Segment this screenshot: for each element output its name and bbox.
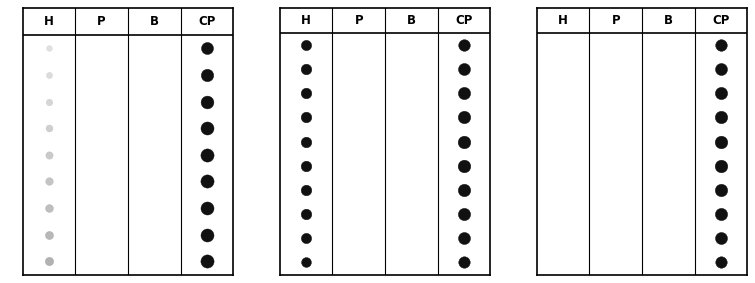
Point bbox=[458, 42, 470, 47]
Text: B: B bbox=[407, 14, 416, 27]
Point bbox=[300, 91, 312, 95]
Point bbox=[458, 212, 470, 216]
Point bbox=[715, 67, 727, 71]
Point bbox=[715, 236, 727, 241]
Point bbox=[201, 206, 213, 210]
Point bbox=[300, 42, 312, 47]
Text: H: H bbox=[301, 14, 311, 27]
Point bbox=[43, 99, 55, 104]
Text: P: P bbox=[612, 14, 620, 27]
Point bbox=[300, 115, 312, 120]
Point bbox=[300, 260, 312, 265]
Point bbox=[201, 99, 213, 104]
Text: CP: CP bbox=[455, 14, 473, 27]
Point bbox=[715, 91, 727, 95]
Point bbox=[458, 67, 470, 71]
Point bbox=[715, 139, 727, 144]
Point bbox=[300, 236, 312, 241]
Point bbox=[43, 232, 55, 237]
Point bbox=[715, 260, 727, 265]
Point bbox=[458, 163, 470, 168]
Point bbox=[43, 259, 55, 263]
Text: H: H bbox=[558, 14, 568, 27]
Point bbox=[201, 46, 213, 51]
Text: P: P bbox=[354, 14, 363, 27]
Point bbox=[300, 67, 312, 71]
Point bbox=[201, 153, 213, 157]
Point bbox=[458, 236, 470, 241]
Point bbox=[201, 179, 213, 184]
Point bbox=[715, 42, 727, 47]
Point bbox=[201, 232, 213, 237]
Text: A: A bbox=[0, 0, 9, 3]
Point bbox=[715, 188, 727, 192]
Point bbox=[300, 139, 312, 144]
Point bbox=[201, 73, 213, 77]
Point bbox=[201, 259, 213, 263]
Point bbox=[300, 212, 312, 216]
Point bbox=[715, 115, 727, 120]
Text: B: B bbox=[664, 14, 673, 27]
Text: P: P bbox=[97, 15, 106, 28]
Point bbox=[201, 126, 213, 130]
Text: CP: CP bbox=[199, 15, 216, 28]
Point bbox=[43, 179, 55, 184]
Point bbox=[458, 260, 470, 265]
Point bbox=[458, 115, 470, 120]
Point bbox=[43, 73, 55, 77]
Text: B: B bbox=[254, 0, 266, 3]
Point bbox=[458, 91, 470, 95]
Point bbox=[458, 139, 470, 144]
Text: C: C bbox=[511, 0, 522, 3]
Point bbox=[43, 126, 55, 130]
Point bbox=[715, 163, 727, 168]
Point bbox=[43, 153, 55, 157]
Point bbox=[300, 163, 312, 168]
Point bbox=[458, 188, 470, 192]
Text: CP: CP bbox=[713, 14, 730, 27]
Text: B: B bbox=[149, 15, 159, 28]
Point bbox=[43, 46, 55, 51]
Point bbox=[715, 212, 727, 216]
Text: H: H bbox=[44, 15, 54, 28]
Point bbox=[300, 188, 312, 192]
Point bbox=[43, 206, 55, 210]
